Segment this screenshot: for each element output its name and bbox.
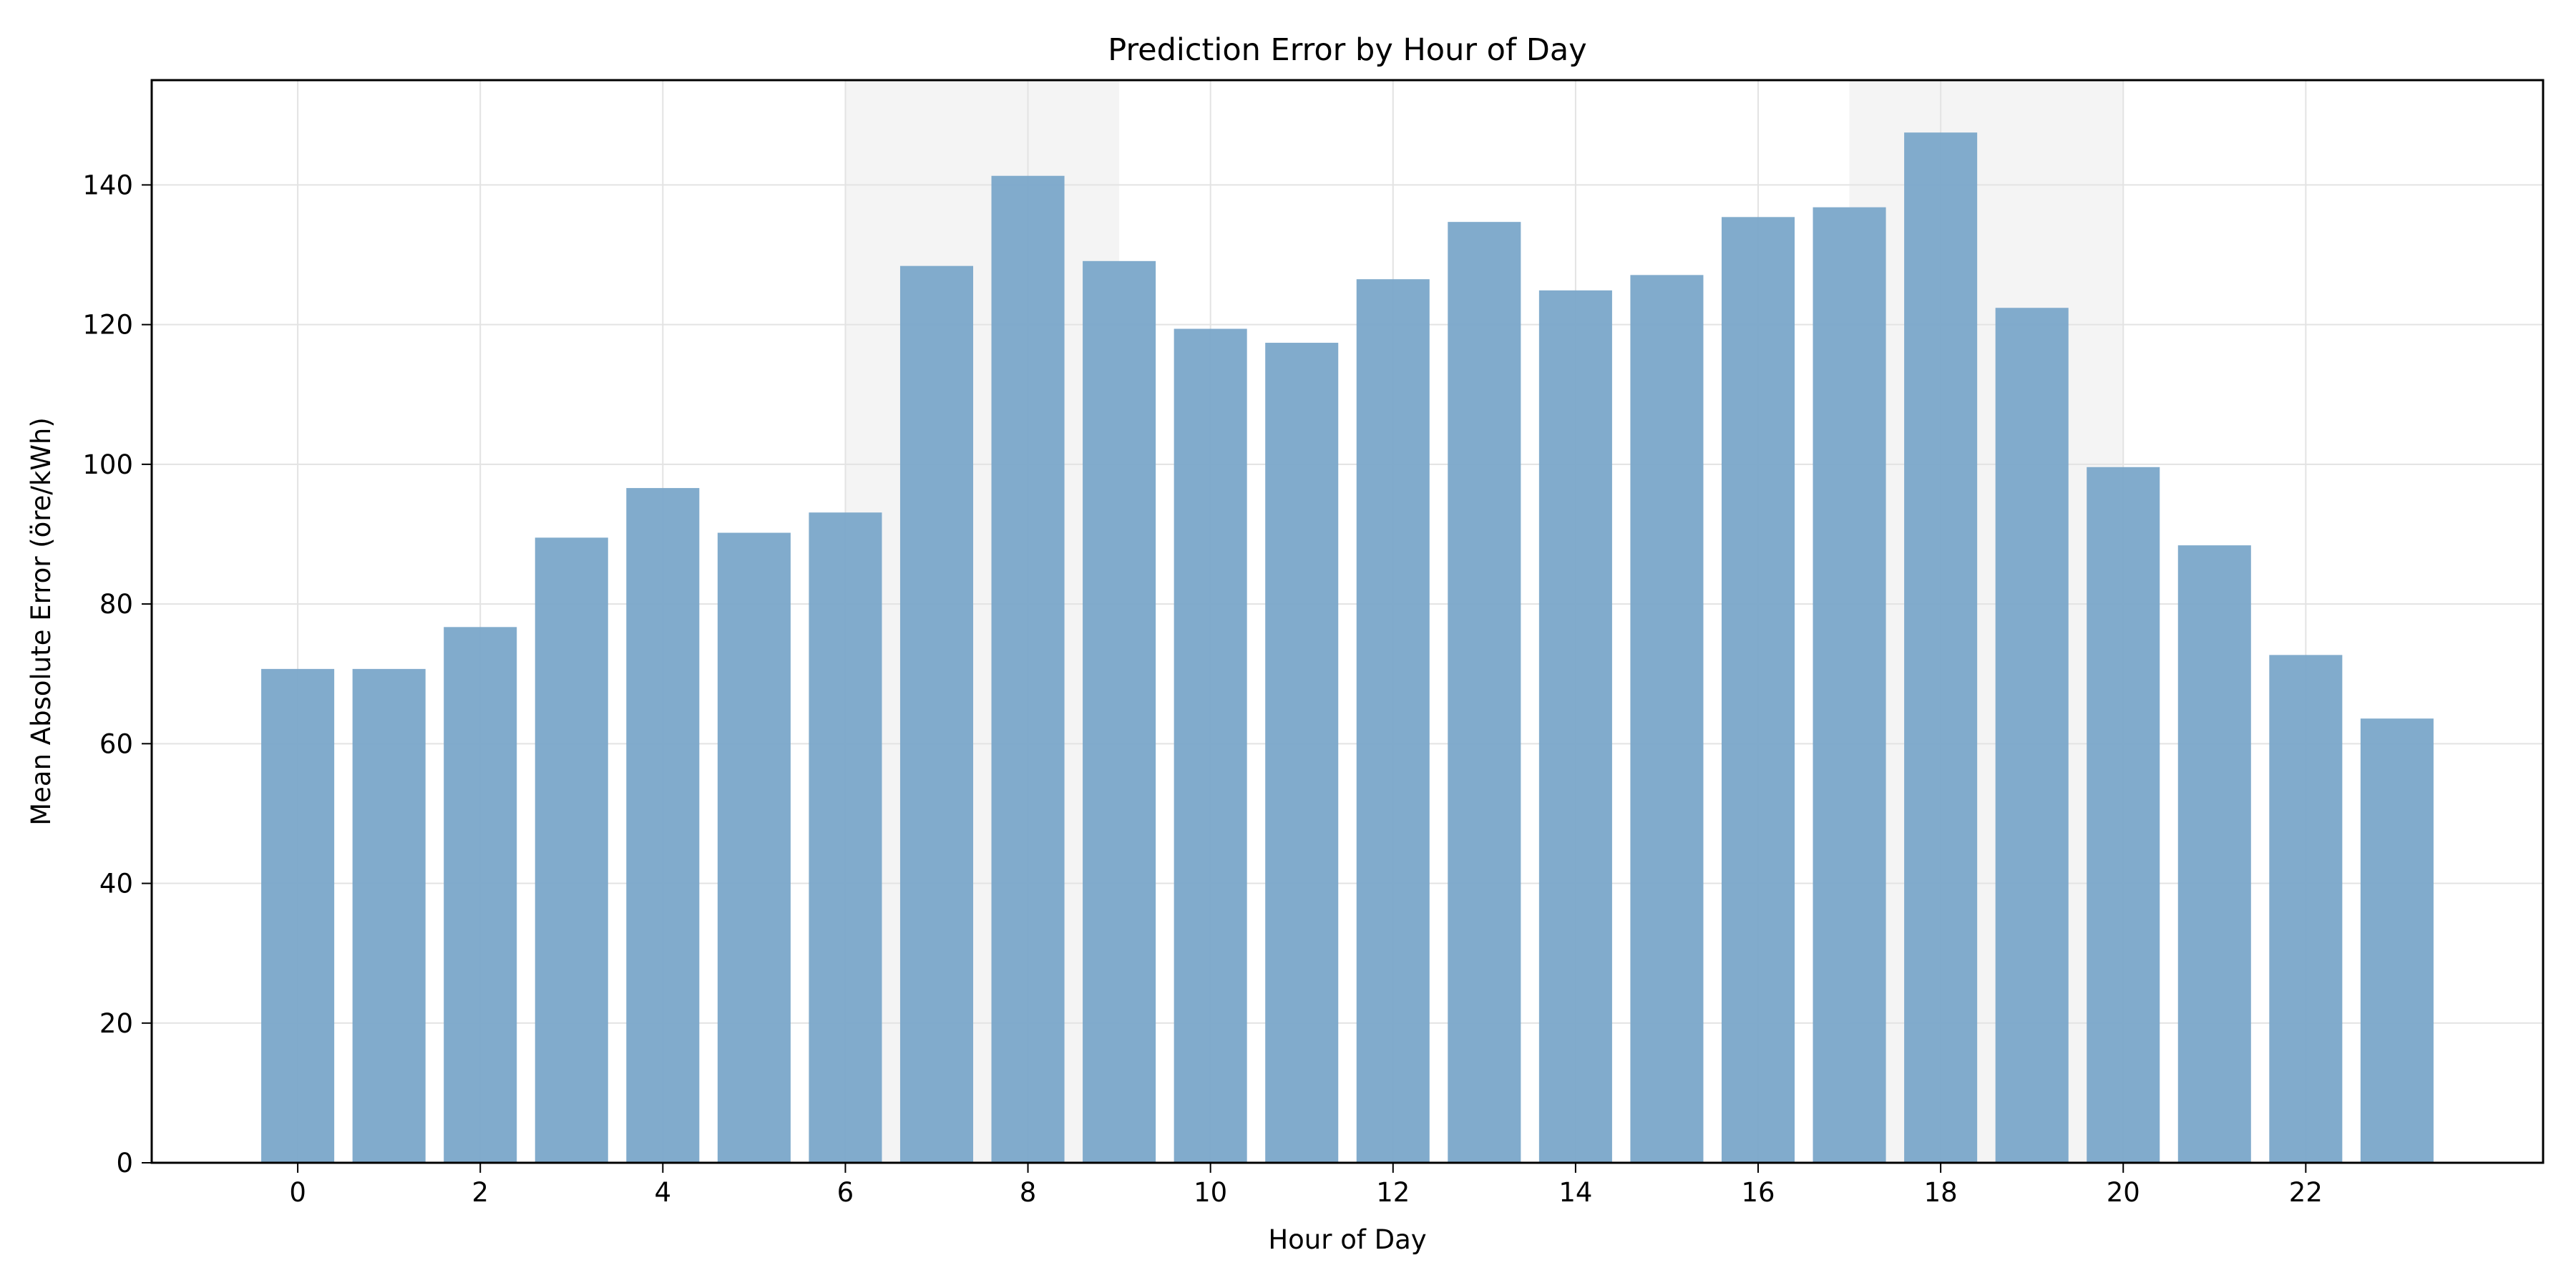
bar-hour-21 (2177, 545, 2251, 1163)
x-tick-label: 0 (289, 1177, 306, 1208)
bar-hour-0 (261, 668, 335, 1163)
x-axis-ticks: 0 2 4 6 8 10 12 14 16 18 20 22 (289, 1163, 2323, 1208)
x-tick-label: 22 (2289, 1177, 2323, 1208)
y-tick-label: 60 (99, 728, 133, 759)
x-tick-label: 8 (1020, 1177, 1037, 1208)
bar-hour-16 (1721, 217, 1795, 1163)
x-tick-label: 6 (837, 1177, 854, 1208)
bar-hour-3 (535, 537, 608, 1163)
shaded-range-0 (845, 80, 1120, 1163)
bar-hour-22 (2269, 655, 2343, 1163)
y-tick-label: 100 (82, 449, 133, 480)
y-tick-label: 0 (116, 1148, 133, 1179)
bar-hour-12 (1356, 279, 1430, 1163)
bar-hour-10 (1174, 328, 1247, 1163)
x-tick-label: 12 (1376, 1177, 1410, 1208)
bars (261, 132, 2434, 1163)
plot-frame (150, 79, 2545, 1164)
bar-hour-20 (2087, 467, 2160, 1163)
bar-hour-14 (1538, 290, 1612, 1163)
bar-hour-1 (352, 668, 426, 1163)
bar-hour-19 (1995, 308, 2069, 1163)
y-tick-label: 120 (82, 310, 133, 341)
bar-hour-23 (2360, 718, 2434, 1163)
bar-hour-18 (1904, 132, 1978, 1163)
y-tick-label: 20 (99, 1008, 133, 1039)
bar-hour-9 (1083, 260, 1156, 1163)
bar-hour-2 (444, 627, 517, 1163)
bar-hour-5 (717, 532, 791, 1163)
y-tick-label: 140 (82, 170, 133, 200)
bar-hour-6 (809, 512, 882, 1163)
x-tick-label: 2 (472, 1177, 489, 1208)
y-axis-ticks: 0 20 40 60 80 100 120 140 (82, 170, 152, 1179)
bar-hour-17 (1813, 207, 1886, 1163)
bar-hour-13 (1448, 222, 1521, 1163)
bar-hour-8 (991, 175, 1065, 1163)
shaded-range-1 (1849, 80, 2124, 1163)
bar-hour-15 (1630, 275, 1704, 1163)
x-tick-label: 16 (1741, 1177, 1775, 1208)
bar-hour-7 (899, 265, 974, 1163)
chart-title: Prediction Error by Hour of Day (1108, 32, 1586, 68)
x-tick-label: 10 (1194, 1177, 1227, 1208)
x-tick-label: 14 (1558, 1177, 1592, 1208)
bar-hour-4 (626, 488, 700, 1163)
peak-hour-shading (845, 80, 2124, 1163)
y-tick-label: 80 (99, 589, 133, 620)
x-tick-label: 18 (1924, 1177, 1958, 1208)
bar-hour-11 (1265, 343, 1339, 1163)
y-axis-label: Mean Absolute Error (öre/kWh) (26, 417, 57, 826)
y-tick-label: 40 (99, 869, 133, 899)
x-axis-label: Hour of Day (1268, 1224, 1426, 1255)
x-tick-label: 20 (2107, 1177, 2140, 1208)
x-tick-label: 4 (655, 1177, 672, 1208)
